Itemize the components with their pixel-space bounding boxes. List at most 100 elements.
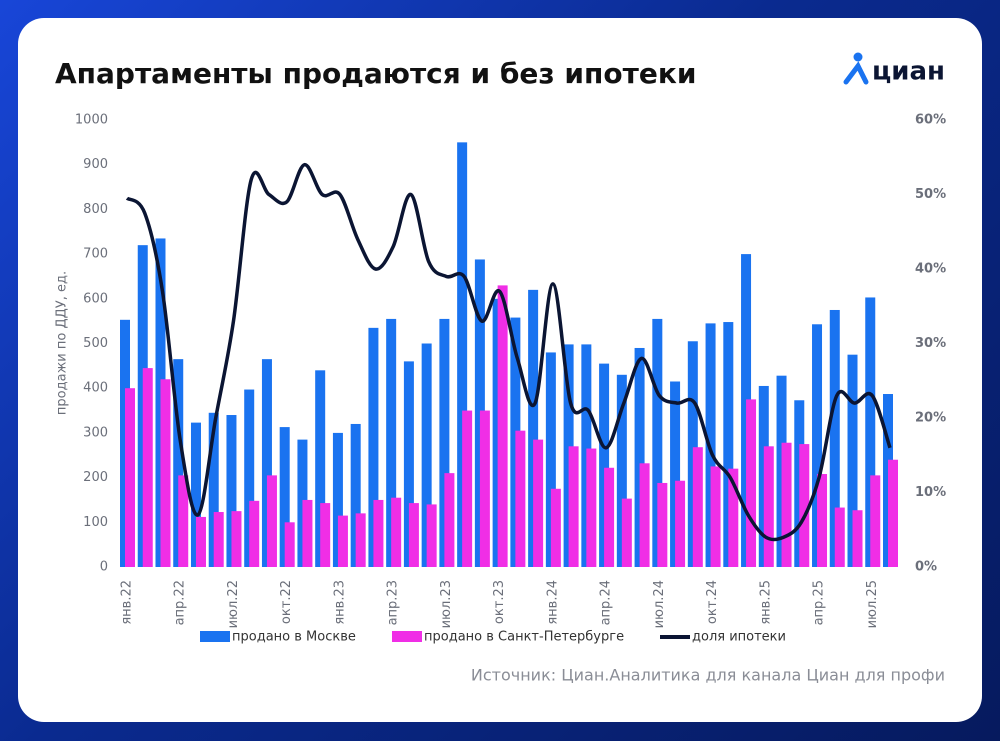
- bar: [479, 410, 490, 567]
- bar: [368, 327, 379, 567]
- bar: [279, 427, 290, 567]
- y-tick-label: 700: [83, 247, 108, 262]
- y-tick-label: 800: [83, 202, 108, 217]
- bar: [670, 381, 681, 567]
- y-tick-label: 400: [83, 381, 108, 396]
- logo-icon: [843, 52, 869, 85]
- y2-tick-label: 20%: [915, 411, 946, 426]
- bar: [444, 473, 455, 567]
- bar: [386, 318, 397, 567]
- bar: [550, 488, 561, 567]
- bar: [355, 513, 366, 567]
- bar: [421, 343, 432, 567]
- bar: [426, 504, 437, 567]
- bar: [226, 415, 237, 567]
- bar: [408, 503, 419, 567]
- bar: [639, 463, 650, 567]
- bar: [616, 374, 627, 567]
- y2-tick-label: 50%: [915, 187, 946, 202]
- bar: [865, 297, 876, 567]
- bar: [675, 480, 686, 567]
- bar: [315, 370, 326, 567]
- bar: [817, 474, 828, 567]
- bar: [746, 399, 757, 567]
- x-tick-label: июл.23: [439, 580, 454, 628]
- bar: [728, 468, 739, 567]
- legend-swatch: [200, 631, 230, 642]
- bar: [834, 507, 845, 567]
- x-tick-label: окт.24: [705, 580, 720, 624]
- bar: [847, 354, 858, 567]
- bar: [208, 412, 219, 567]
- bar: [657, 482, 668, 567]
- bar: [231, 511, 242, 567]
- bar: [888, 459, 898, 567]
- y-tick-label: 1000: [75, 113, 108, 128]
- bar: [604, 467, 615, 567]
- bar: [528, 289, 539, 567]
- y-tick-label: 100: [83, 515, 108, 530]
- bar: [763, 446, 774, 567]
- bar: [190, 422, 201, 567]
- bar: [723, 322, 734, 567]
- y-axis-label: продажи по ДДУ, ед.: [55, 271, 70, 415]
- logo-text: циан: [872, 57, 945, 87]
- bar: [320, 503, 331, 567]
- x-tick-label: окт.22: [279, 580, 294, 624]
- x-tick-label: июл.25: [865, 580, 880, 628]
- bar: [125, 388, 135, 567]
- x-tick-label: июл.24: [652, 580, 667, 628]
- y2-tick-label: 10%: [915, 485, 946, 500]
- bar: [142, 368, 153, 567]
- bar: [497, 285, 508, 567]
- bar: [586, 448, 597, 567]
- bar: [244, 389, 255, 567]
- y2-tick-label: 60%: [915, 113, 946, 128]
- bar: [249, 500, 260, 567]
- bar: [302, 499, 313, 567]
- bar: [337, 515, 348, 567]
- legend-swatch: [392, 631, 422, 642]
- source: Источник: Циан.Аналитика для канала Циан…: [471, 666, 945, 685]
- x-tick-label: апр.25: [812, 580, 827, 625]
- bar: [599, 363, 610, 567]
- bar: [781, 442, 792, 567]
- bar: [621, 498, 632, 567]
- y2-tick-label: 40%: [915, 262, 946, 277]
- y-tick-label: 600: [83, 291, 108, 306]
- x-tick-label: апр.23: [386, 580, 401, 625]
- bar: [652, 318, 663, 567]
- bar: [373, 499, 384, 567]
- x-tick-label: янв.23: [332, 580, 347, 625]
- bar: [533, 439, 544, 567]
- line: [125, 162, 892, 542]
- bar: [568, 446, 579, 567]
- bar: [870, 475, 881, 567]
- bar: [284, 522, 295, 567]
- legend-label: продано в Санкт-Петербурге: [424, 630, 624, 645]
- legend-label: продано в Москве: [232, 630, 356, 645]
- bar: [545, 352, 556, 567]
- bar: [266, 475, 277, 567]
- bar: [462, 410, 473, 567]
- x-tick-label: апр.22: [173, 580, 188, 625]
- chart-title: Апартаменты продаются и без ипотеки: [55, 57, 696, 90]
- bar: [812, 324, 823, 567]
- bar: [515, 430, 526, 567]
- bar: [195, 516, 206, 567]
- bar: [829, 309, 840, 567]
- bar: [178, 475, 189, 567]
- bar: [350, 423, 361, 567]
- bar: [160, 379, 171, 567]
- bar: [332, 432, 343, 567]
- x-tick-label: окт.23: [492, 580, 507, 624]
- bar: [799, 444, 810, 567]
- x-tick-label: янв.25: [758, 580, 773, 625]
- bar: [391, 497, 402, 567]
- bar: [439, 318, 450, 567]
- bar: [173, 359, 184, 567]
- y-tick-label: 900: [83, 157, 108, 172]
- bar: [692, 447, 703, 567]
